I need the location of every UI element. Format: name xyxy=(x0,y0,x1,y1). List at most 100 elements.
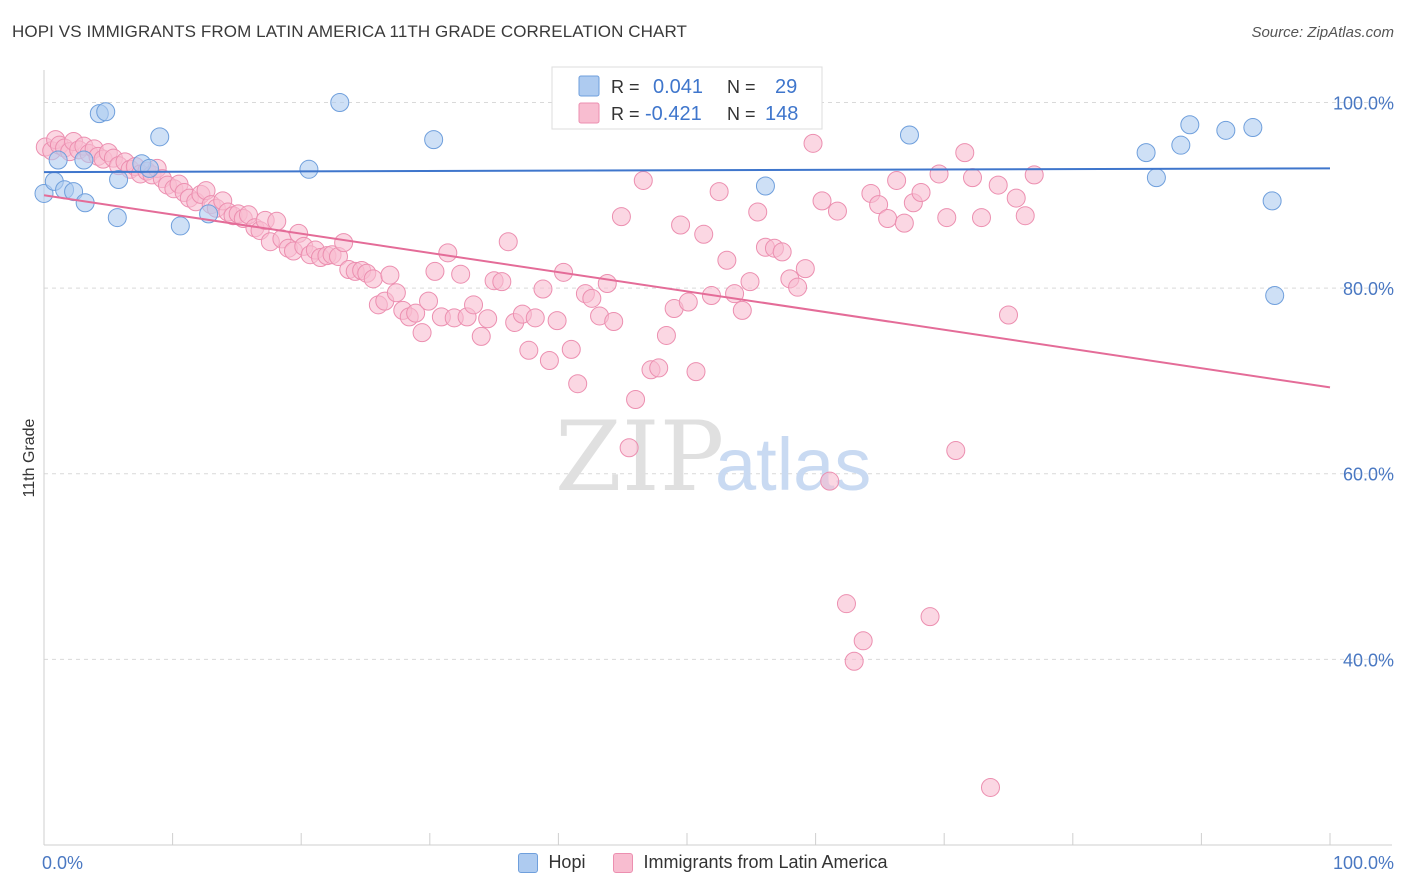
hopi-point xyxy=(150,127,170,147)
latin-america-point xyxy=(694,224,714,244)
latin-america-point xyxy=(920,607,940,627)
hopi-point xyxy=(96,102,116,122)
latin-america-point xyxy=(419,291,439,311)
bottom-legend: Hopi Immigrants from Latin America xyxy=(0,852,1406,873)
latin-america-point xyxy=(686,362,706,382)
latin-america-point xyxy=(1006,188,1026,208)
latin-america-point xyxy=(732,300,752,320)
hopi-point xyxy=(424,130,444,150)
hopi-point xyxy=(1171,135,1191,155)
latin-america-point xyxy=(955,143,975,163)
y-tick-label: 60.0% xyxy=(1343,465,1394,485)
hopi-point xyxy=(755,176,775,196)
latin-america-point xyxy=(869,195,889,215)
x-tick-label-max: 100.0% xyxy=(1333,853,1394,873)
x-axis-ticks xyxy=(43,833,1331,845)
hopi-point xyxy=(1243,118,1263,138)
legend-n-value-hopi: 29 xyxy=(775,76,797,98)
legend-n-label-latin: N = xyxy=(727,104,756,124)
latin-america-point xyxy=(878,209,898,229)
latin-america-point xyxy=(853,631,873,651)
hopi-points xyxy=(34,92,1285,306)
y-tick-label: 40.0% xyxy=(1343,650,1394,670)
latin-america-point xyxy=(406,303,426,323)
hopi-point xyxy=(1262,191,1282,211)
watermark-zip: ZIP xyxy=(555,401,724,513)
bottom-legend-label-hopi: Hopi xyxy=(548,852,586,872)
latin-america-point xyxy=(519,340,539,360)
latin-america-point xyxy=(717,250,737,270)
hopi-point xyxy=(299,159,319,179)
latin-america-point xyxy=(619,438,639,458)
hopi-point xyxy=(170,216,190,236)
latin-america-point xyxy=(498,232,518,252)
latin-america-point xyxy=(533,279,553,299)
latin-america-point xyxy=(492,272,512,292)
grid-lines xyxy=(44,101,1392,660)
latin-america-point xyxy=(980,777,1000,797)
legend-r-value-hopi: 0.041 xyxy=(653,76,703,98)
latin-america-point xyxy=(772,242,792,262)
hopi-point xyxy=(139,158,159,178)
hopi-point xyxy=(107,208,127,228)
latin-america-point xyxy=(748,202,768,222)
latin-america-point xyxy=(788,277,808,297)
y-tick-labels: 40.0% 60.0% 80.0% 100.0% xyxy=(1333,93,1394,670)
y-tick-label: 80.0% xyxy=(1343,279,1394,299)
hopi-point xyxy=(1180,115,1200,135)
hopi-point xyxy=(34,183,54,203)
latin-america-trend-line xyxy=(43,194,1331,389)
watermark-atlas: atlas xyxy=(715,423,871,506)
latin-america-point xyxy=(649,358,669,378)
latin-america-point xyxy=(334,233,354,253)
latin-america-point xyxy=(820,471,840,491)
latin-america-point xyxy=(678,292,698,312)
latin-america-point xyxy=(582,288,602,308)
y-tick-label: 100.0% xyxy=(1333,93,1394,113)
legend-r-label-latin: R = xyxy=(611,104,640,124)
latin-america-point xyxy=(626,389,646,409)
legend-swatch-hopi xyxy=(578,75,600,97)
latin-america-point xyxy=(386,283,406,303)
legend-r-value-latin: -0.421 xyxy=(645,103,702,125)
latin-america-point xyxy=(611,207,631,227)
legend-box: R = 0.041 N = 29 R = -0.421 N = 148 xyxy=(551,66,823,130)
hopi-point xyxy=(1216,120,1236,140)
latin-america-points xyxy=(35,130,1044,797)
hopi-point xyxy=(1146,168,1166,188)
latin-america-point xyxy=(525,308,545,328)
trend-lines xyxy=(43,167,1331,389)
legend-r-label-hopi: R = xyxy=(611,77,640,97)
latin-america-point xyxy=(844,651,864,671)
hopi-point xyxy=(1265,286,1285,306)
latin-america-point xyxy=(380,265,400,285)
hopi-point xyxy=(330,92,350,112)
latin-america-point xyxy=(911,183,931,203)
chart-title: HOPI VS IMMIGRANTS FROM LATIN AMERICA 11… xyxy=(12,22,688,41)
latin-america-point xyxy=(568,374,588,394)
latin-america-point xyxy=(363,269,383,289)
hopi-point xyxy=(74,150,94,170)
latin-america-point xyxy=(946,441,966,461)
latin-america-point xyxy=(740,272,760,292)
legend-n-label-hopi: N = xyxy=(727,77,756,97)
latin-america-point xyxy=(971,208,991,228)
latin-america-point xyxy=(412,323,432,343)
latin-america-point xyxy=(633,170,653,190)
latin-america-point xyxy=(451,264,471,284)
hopi-point xyxy=(109,170,129,190)
latin-america-point xyxy=(929,164,949,184)
latin-america-point xyxy=(795,259,815,279)
hopi-point xyxy=(48,150,68,170)
legend-swatch-latin xyxy=(578,102,600,124)
latin-america-point xyxy=(999,305,1018,325)
latin-america-point xyxy=(962,168,982,188)
y-axis-title: 11th Grade xyxy=(21,418,38,497)
latin-america-point xyxy=(836,594,856,614)
latin-america-point xyxy=(887,170,907,190)
latin-america-point xyxy=(478,309,498,329)
bottom-legend-label-latin: Immigrants from Latin America xyxy=(643,852,888,872)
x-tick-label-min: 0.0% xyxy=(42,853,83,873)
bottom-legend-swatch-hopi xyxy=(518,852,539,873)
